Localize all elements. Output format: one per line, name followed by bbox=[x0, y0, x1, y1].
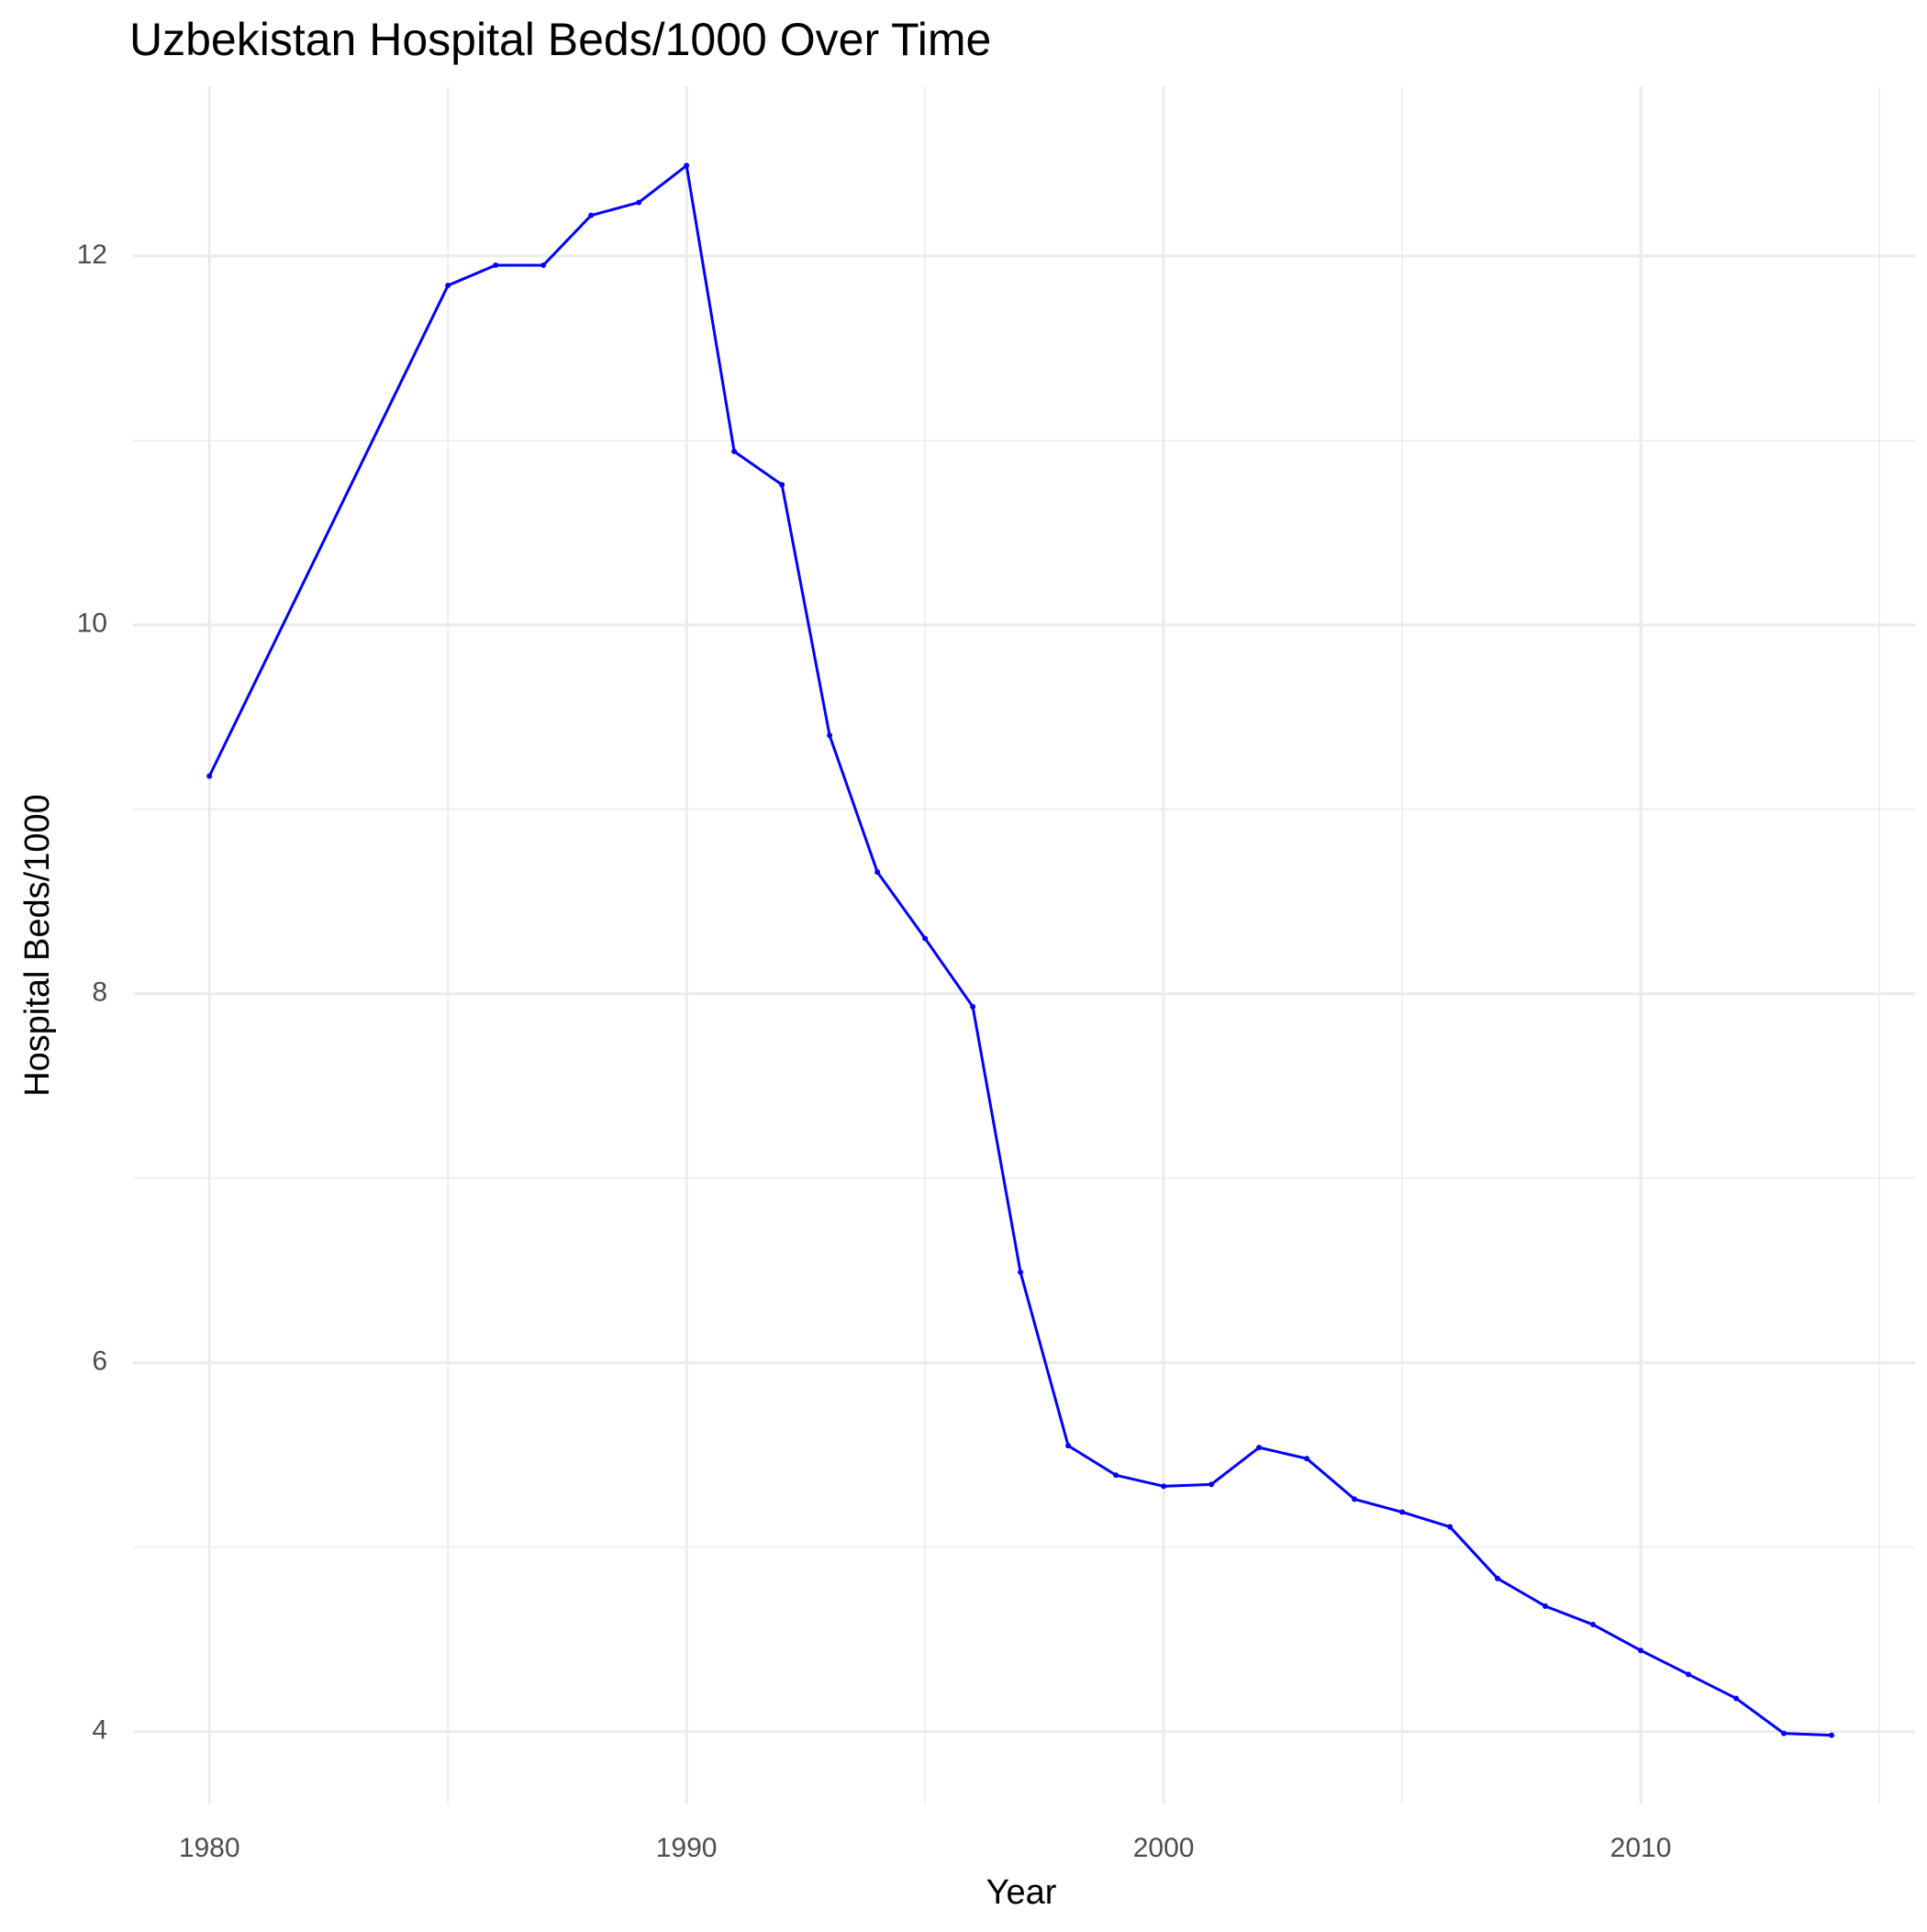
data-point bbox=[1018, 1269, 1024, 1276]
data-point bbox=[1590, 1622, 1597, 1628]
plot-area bbox=[206, 162, 1835, 1738]
data-point bbox=[1256, 1445, 1263, 1451]
y-axis-title: Hospital Beds/1000 bbox=[18, 794, 57, 1097]
data-point bbox=[1352, 1496, 1358, 1502]
x-tick-label: 1980 bbox=[179, 1833, 240, 1863]
data-point bbox=[684, 162, 690, 169]
data-point bbox=[827, 732, 833, 739]
data-point bbox=[206, 773, 213, 779]
data-point bbox=[445, 283, 451, 289]
data-point bbox=[970, 1003, 976, 1010]
data-point bbox=[922, 935, 929, 942]
data-point bbox=[874, 869, 881, 876]
data-point bbox=[1065, 1443, 1072, 1449]
data-point bbox=[1399, 1509, 1406, 1515]
data-point bbox=[540, 262, 547, 268]
data-point bbox=[779, 482, 785, 488]
y-tick-label: 6 bbox=[92, 1346, 107, 1377]
y-tick-label: 8 bbox=[92, 977, 107, 1008]
data-point bbox=[1209, 1481, 1215, 1488]
x-axis-title: Year bbox=[986, 1873, 1057, 1912]
data-point bbox=[1543, 1603, 1549, 1609]
chart-title: Uzbekistan Hospital Beds/1000 Over Time bbox=[129, 14, 991, 65]
grid bbox=[133, 86, 1915, 1804]
data-point bbox=[1495, 1575, 1501, 1581]
y-tick-label: 12 bbox=[77, 240, 107, 270]
data-point bbox=[1733, 1695, 1740, 1702]
data-point bbox=[1113, 1472, 1119, 1479]
data-point bbox=[1447, 1524, 1454, 1530]
y-tick-label: 10 bbox=[77, 609, 107, 639]
y-tick-label: 4 bbox=[92, 1715, 107, 1746]
x-tick-label: 1990 bbox=[656, 1833, 718, 1863]
data-point bbox=[1304, 1456, 1310, 1462]
x-tick-label: 2000 bbox=[1133, 1833, 1195, 1863]
data-point bbox=[493, 262, 499, 268]
data-point bbox=[1781, 1730, 1788, 1737]
data-point bbox=[588, 212, 595, 218]
data-point bbox=[1161, 1483, 1167, 1490]
data-line bbox=[207, 163, 1832, 1737]
x-tick-label: 2010 bbox=[1610, 1833, 1672, 1863]
data-point bbox=[731, 448, 738, 454]
data-point bbox=[1829, 1732, 1835, 1738]
data-point bbox=[1686, 1671, 1692, 1678]
data-point bbox=[636, 199, 642, 206]
data-point bbox=[1638, 1647, 1644, 1654]
